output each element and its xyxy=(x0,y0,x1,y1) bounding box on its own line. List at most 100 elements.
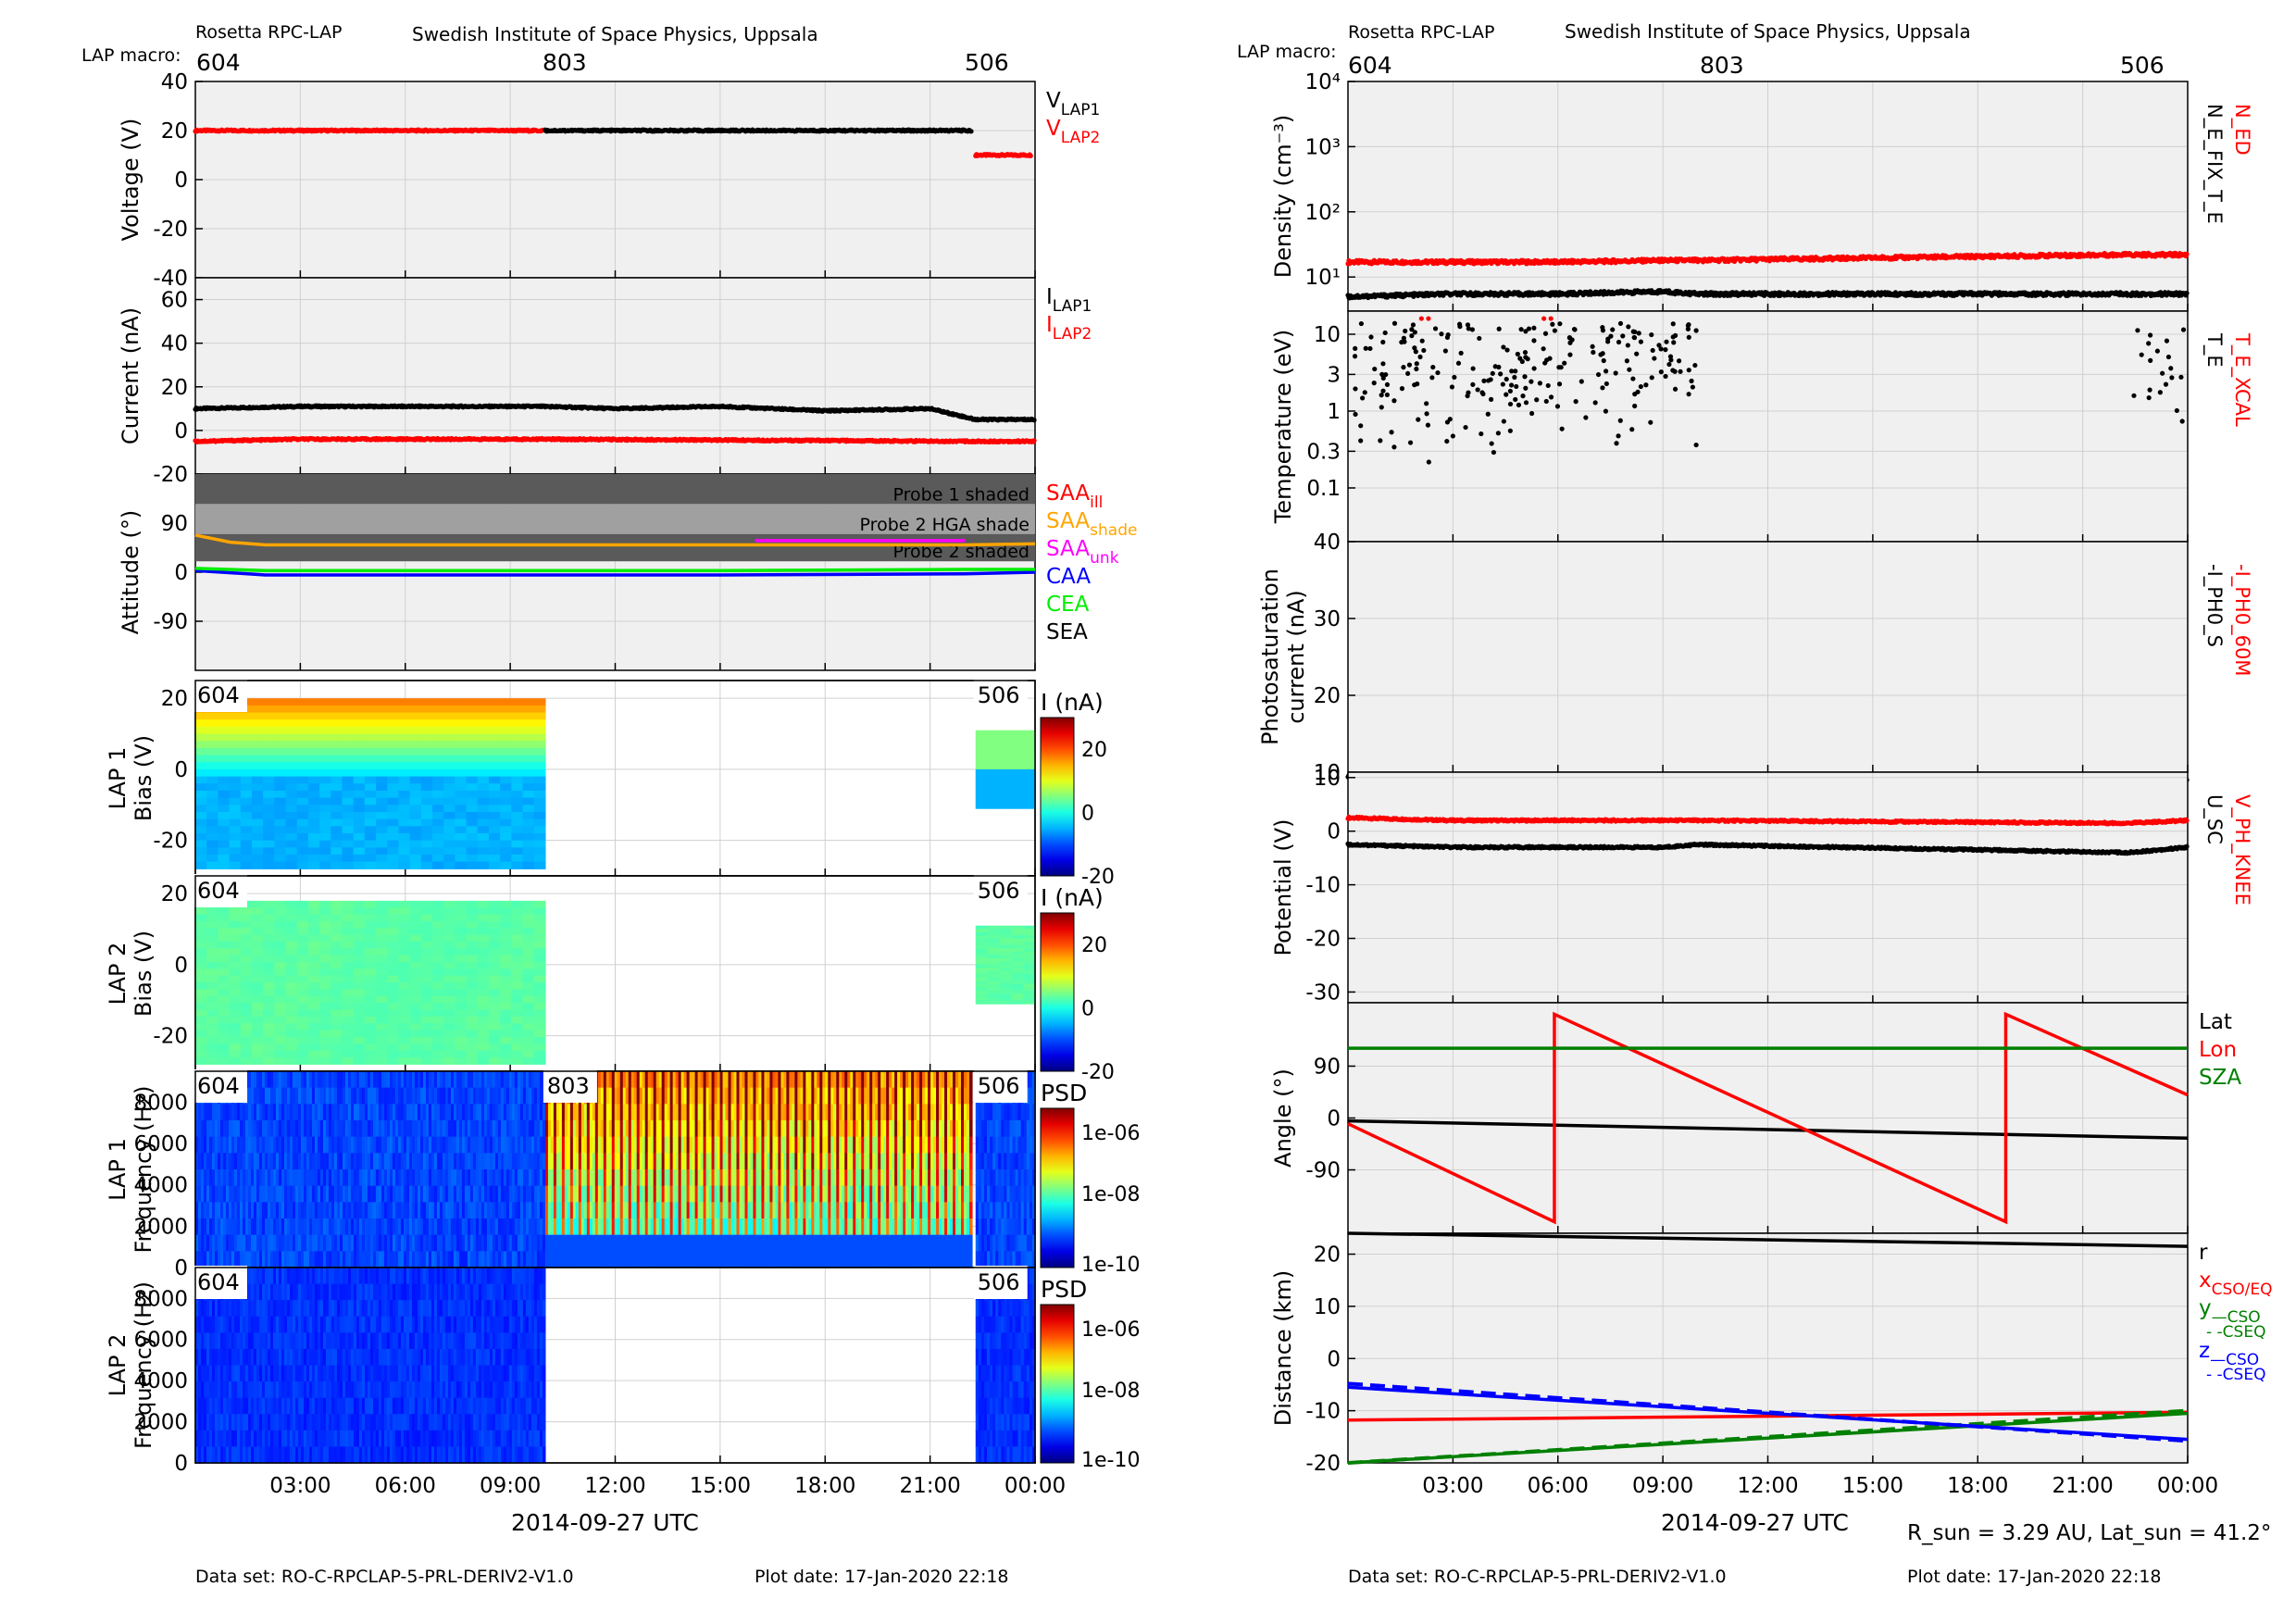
heatmap-cell xyxy=(409,861,422,869)
heatmap-cell xyxy=(387,783,400,792)
heatmap-cell xyxy=(398,762,411,770)
heatmap-cell xyxy=(1023,1000,1036,1005)
heatmap-cell xyxy=(376,818,388,827)
heatmap-cell xyxy=(229,747,242,756)
heatmap-cell xyxy=(307,1043,320,1052)
heatmap-cell xyxy=(331,705,343,714)
heatmap-cell xyxy=(307,733,320,742)
heatmap-cell xyxy=(285,797,298,806)
heatmap-cell xyxy=(432,1009,444,1018)
heatmap-cell xyxy=(307,1030,320,1038)
heatmap-cell xyxy=(251,776,264,784)
heatmap-cell xyxy=(975,977,989,982)
heatmap-cell xyxy=(466,762,479,770)
heatmap-cell xyxy=(342,719,355,728)
heatmap-cell xyxy=(432,847,444,856)
heatmap-cell xyxy=(229,968,242,977)
heatmap-cell xyxy=(218,741,231,749)
heatmap-cell xyxy=(455,968,468,977)
heatmap-cell xyxy=(274,1043,287,1052)
heatmap-cell xyxy=(511,818,524,827)
heatmap-cell xyxy=(342,928,355,936)
heatmap-cell xyxy=(353,726,366,735)
heatmap-cell xyxy=(263,755,275,763)
heatmap-cell xyxy=(296,719,309,728)
heatmap-cell xyxy=(477,955,490,963)
heatmap-cell xyxy=(206,741,218,749)
heatmap-cell xyxy=(206,733,218,742)
heatmap-cell xyxy=(500,1009,512,1018)
heatmap-cell xyxy=(999,991,1012,995)
heatmap-cell xyxy=(488,968,501,977)
heatmap-cell xyxy=(398,776,411,784)
heatmap-cell xyxy=(522,832,535,842)
heatmap-cell xyxy=(296,811,309,820)
heatmap-cell xyxy=(466,914,479,922)
heatmap-cell xyxy=(488,1043,501,1052)
heatmap-cell xyxy=(296,726,309,735)
heatmap-cell xyxy=(307,811,320,820)
heatmap-cell xyxy=(1011,759,1024,764)
heatmap-cell xyxy=(488,726,501,735)
heatmap-cell xyxy=(240,968,253,977)
heatmap-cell xyxy=(522,1043,535,1052)
heatmap-cell xyxy=(1023,981,1036,985)
heatmap-cell xyxy=(477,1030,490,1038)
heatmap-cell xyxy=(533,1043,546,1052)
heatmap-cell xyxy=(331,861,343,869)
heatmap-cell xyxy=(455,818,468,827)
heatmap-cell xyxy=(409,832,422,842)
heatmap-cell xyxy=(387,832,400,842)
heatmap-cell xyxy=(443,747,455,756)
heatmap-cell xyxy=(500,1036,512,1044)
heatmap-cell xyxy=(432,1016,444,1024)
heatmap-cell xyxy=(420,733,433,742)
heatmap-cell xyxy=(455,1030,468,1038)
heatmap-cell xyxy=(376,1030,388,1038)
heatmap-cell xyxy=(443,762,455,770)
heatmap-cell xyxy=(1011,736,1024,741)
heatmap-cell xyxy=(206,811,218,820)
heatmap-cell xyxy=(420,797,433,806)
heatmap-cell xyxy=(206,805,218,813)
heatmap-cell xyxy=(376,1050,388,1058)
heatmap-cell xyxy=(511,832,524,842)
heatmap-cell xyxy=(432,840,444,848)
heatmap-cell xyxy=(999,993,1012,998)
heatmap-cell xyxy=(999,984,1012,989)
heatmap-cell xyxy=(263,920,275,929)
heatmap-cell xyxy=(364,790,377,799)
y-axis-label: LAP 2Bias (V) xyxy=(105,931,156,1017)
heatmap-cell xyxy=(274,1003,287,1011)
heatmap-cell xyxy=(274,1009,287,1018)
heatmap-cell xyxy=(353,920,366,929)
heatmap-cell xyxy=(420,776,433,784)
heatmap-cell xyxy=(364,1003,377,1011)
heatmap-cell xyxy=(319,900,331,908)
heatmap-cell xyxy=(263,698,275,706)
heatmap-cell xyxy=(1023,733,1036,738)
heatmap-cell xyxy=(307,948,320,956)
heatmap-cell xyxy=(455,861,468,869)
heatmap-cell xyxy=(218,948,231,956)
heatmap-cell xyxy=(500,826,512,834)
heatmap-cell xyxy=(443,955,455,963)
heatmap-cell xyxy=(533,1056,546,1065)
heatmap-cell xyxy=(975,740,989,744)
heatmap-cell xyxy=(409,1056,422,1065)
heatmap-cell xyxy=(218,768,231,778)
legend-label: VLAP2 xyxy=(1046,117,1100,147)
heatmap-cell xyxy=(1023,931,1036,936)
heatmap-cell xyxy=(533,768,546,778)
heatmap-cell xyxy=(206,1009,218,1018)
heatmap-cell xyxy=(420,1030,433,1038)
heatmap-cell xyxy=(500,1050,512,1058)
heatmap-cell xyxy=(522,762,535,770)
heatmap-cell xyxy=(500,698,512,706)
heatmap-cell xyxy=(206,1050,218,1058)
heatmap-cell xyxy=(432,1050,444,1058)
heatmap-cell xyxy=(511,741,524,749)
heatmap-cell xyxy=(1011,957,1024,962)
heatmap-cell xyxy=(1011,805,1024,809)
heatmap-cell xyxy=(296,989,309,997)
